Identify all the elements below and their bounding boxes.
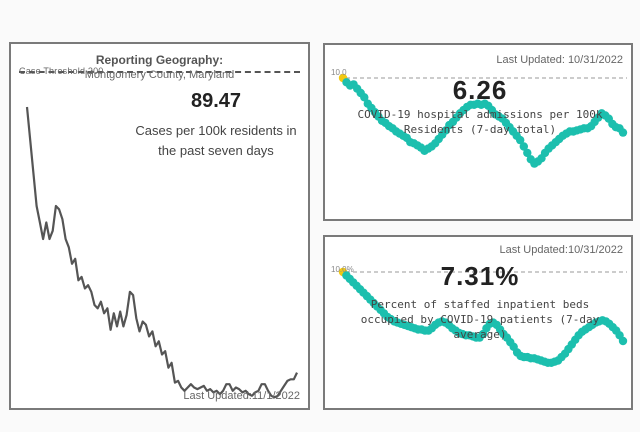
- hospital-admissions-description: COVID-19 hospital admissions per 100k Re…: [357, 108, 603, 136]
- beds-axis-label: 10.0%: [331, 265, 354, 274]
- beds-occupied-value: 7.31%: [440, 261, 520, 291]
- hospital-admissions-value: 6.26: [452, 75, 508, 105]
- cases-card: Case Threshold 200 Reporting Geography: …: [9, 42, 310, 410]
- cases-description: Cases per 100k residents in the past sev…: [135, 123, 297, 158]
- data-point: [618, 336, 628, 346]
- beds-occupied-card: 10.0% Last Updated:10/31/2022 7.31% Perc…: [323, 235, 633, 410]
- data-point: [519, 142, 528, 151]
- hospital-axis-label: 10.0: [331, 68, 347, 77]
- cases-value: 89.47: [190, 90, 242, 112]
- data-point: [523, 148, 532, 158]
- reporting-geography-name: Montgomery County, Maryland: [84, 69, 235, 81]
- case-threshold-line: [19, 71, 300, 73]
- data-point: [618, 128, 628, 137]
- beds-occupied-chart: [338, 267, 628, 367]
- reporting-geography-title: Reporting Geography:: [95, 53, 224, 67]
- hospital-admissions-card: 10.0 Last Updated: 10/31/2022 6.26 COVID…: [323, 43, 633, 221]
- cases-last-updated: Last Updated:11/1/2022: [183, 390, 300, 402]
- beds-last-updated: Last Updated:10/31/2022: [499, 244, 623, 256]
- cases-line-chart: [25, 106, 298, 399]
- data-point: [516, 135, 525, 145]
- hospital-last-updated: Last Updated: 10/31/2022: [496, 54, 623, 66]
- cases-series-line: [25, 106, 298, 399]
- beds-occupied-description: Percent of staffed inpatient beds occupi…: [360, 298, 600, 341]
- case-threshold-label: Case Threshold 200: [19, 66, 104, 76]
- hospital-admissions-chart: [338, 73, 628, 168]
- data-point: [360, 93, 369, 102]
